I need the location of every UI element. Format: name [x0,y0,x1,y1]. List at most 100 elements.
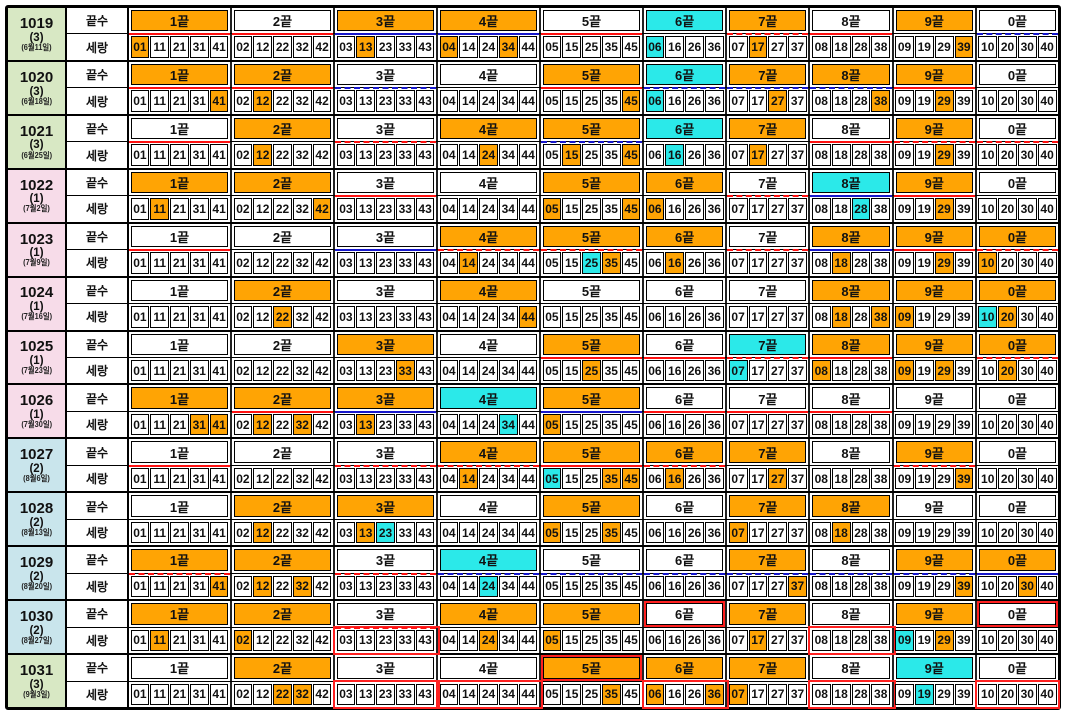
number-cell: 44 [518,306,538,328]
digit-group: 2끝 [232,601,335,627]
number-cell: 12 [253,575,273,598]
number-group: 06 16 26 36 [644,465,728,492]
number-cell: 02 [233,90,253,112]
digit-group: 0끝 [977,278,1058,303]
number-cell: 05 [542,90,562,112]
number-cell: 17 [748,36,768,58]
number-cell: 40 [1037,360,1057,382]
number-cell: 08 [811,521,831,544]
number-cell: 13 [356,36,376,58]
number-cell: 06 [645,252,665,274]
digit-group: 7끝 [727,493,811,519]
draw-label: 1021 (3) (6월25일) [8,115,67,168]
draw-row: 1030 (2) (8월27일) 끝수 1끝 2끝 3끝 4끝 5끝 6끝 7끝 8끝 9끝 0끝 세랑 01… [8,601,1059,656]
number-group: 02 12 22 32 42 [232,358,335,384]
number-cell: 43 [415,467,435,490]
numbers-row: 세랑 01 11 21 31 41 02 12 22 32 42 03 13 23 33 43 04 14 24 34… [67,411,1058,438]
number-cell: 33 [395,360,415,382]
number-cell: 37 [788,252,807,274]
number-cell: 02 [233,360,253,382]
number-cell: 09 [895,90,914,112]
number-cell: 02 [233,144,253,166]
number-cell: 25 [582,629,601,652]
number-cell: 36 [704,144,724,166]
number-group: 06 16 26 36 [644,519,728,546]
digit-group: 3끝 [335,655,438,681]
prediction-line-b [810,195,892,198]
digit-group: 4끝 [438,331,541,357]
digit-group-header: 2끝 [234,333,331,355]
ending-digit-label: 끝수 [67,169,129,196]
number-cell: 29 [934,36,954,58]
digit-group: 6끝 [644,115,728,142]
number-cell: 25 [582,144,601,166]
digit-group: 3끝 [335,385,438,413]
number-cell: 32 [292,306,312,328]
digit-group-header: 8끝 [812,495,890,517]
digit-group-header: 4끝 [440,441,537,463]
number-cell: 43 [415,413,435,436]
number-cell: 41 [209,360,229,382]
number-group: 05 15 25 35 45 [541,627,644,654]
number-cell: 23 [376,575,395,598]
digit-group: 1끝 [129,223,232,252]
number-cell: 04 [439,90,459,112]
prediction-line-rd [893,464,975,467]
number-group: 01 11 21 31 41 [129,142,232,168]
prediction-line-rd [335,572,436,575]
number-group: 01 11 21 31 41 [129,519,232,546]
number-cell: 25 [582,413,601,436]
prediction-line-rd [541,249,642,252]
prediction-line-rd [335,626,436,629]
number-cell: 23 [376,521,395,544]
number-cell: 43 [415,144,435,166]
draw-number: 1024 [19,284,54,302]
number-cell: 04 [439,413,459,436]
digit-group: 2끝 [232,115,335,142]
digit-group-header: 5끝 [543,549,640,571]
number-cell: 21 [170,306,189,328]
number-group: 02 12 22 32 42 [232,519,335,546]
number-group: 08 18 28 38 [808,679,896,710]
ending-digit-label: 끝수 [67,547,129,573]
number-group: 08 18 28 38 [810,411,894,438]
number-group: 03 13 23 33 43 [335,88,438,114]
draw-number: 1030 [19,608,54,625]
number-cell: 39 [954,36,974,58]
number-cell: 06 [645,413,665,436]
number-cell: 02 [233,467,253,490]
digit-group: 8끝 [810,61,894,90]
number-cell: 20 [998,521,1017,544]
row-body: 끝수 1끝 2끝 3끝 4끝 5끝 6끝 7끝 8끝 9끝 0끝 세랑 01 11 21 31 41 02 12 22… [67,8,1059,60]
number-cell: 15 [562,252,582,274]
digit-group: 4끝 [438,655,541,681]
digit-header-row: 끝수 1끝 2끝 3끝 4끝 5끝 6끝 7끝 8끝 9끝 0끝 [67,601,1059,629]
number-group: 04 14 24 34 44 [438,573,541,600]
number-cell: 44 [518,144,538,166]
number-cell: 38 [871,198,891,220]
digit-group-header: 1끝 [131,441,228,463]
row-body: 끝수 1끝 2끝 3끝 4끝 5끝 6끝 7끝 8끝 9끝 0끝 세랑 01 11 21 31 41 02 12 22… [67,115,1059,168]
number-cell: 33 [395,575,415,598]
number-cell: 30 [1017,360,1037,382]
number-cell: 44 [518,575,538,598]
number-cell: 36 [704,252,724,274]
digit-group: 1끝 [129,8,232,36]
number-cell: 12 [253,521,273,544]
number-cell: 15 [562,467,582,490]
number-cell: 05 [542,198,562,220]
number-group: 10 20 30 40 [977,34,1058,59]
digit-group-header: 4끝 [440,171,537,194]
number-cell: 36 [704,521,724,544]
number-cell: 05 [542,144,562,166]
number-group: 07 17 27 37 [727,627,811,654]
number-cell: 24 [479,90,498,112]
digit-group-header: 0끝 [978,333,1057,355]
number-cell: 39 [954,252,974,274]
number-cell: 19 [914,306,934,328]
number-cell: 42 [312,521,332,544]
digit-group: 6끝 [644,385,728,413]
number-cell: 35 [601,413,621,436]
number-cell: 05 [542,683,562,705]
draw-date: (8월20일) [21,581,52,591]
